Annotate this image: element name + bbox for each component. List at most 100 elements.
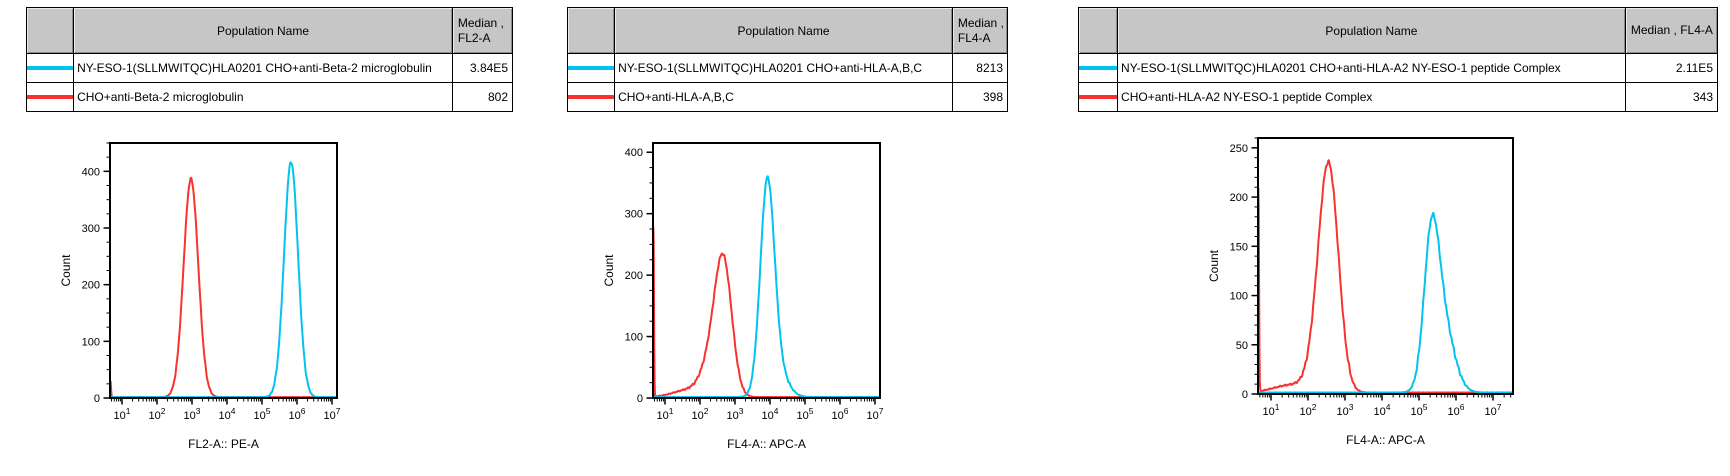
histogram-curve [110,161,337,398]
swatch-cell [1077,53,1119,83]
population-row[interactable]: CHO+anti-HLA-A2 NY-ESO-1 peptide Complex… [1077,82,1719,112]
population-row[interactable]: CHO+anti-HLA-A,B,C 398 [566,82,1009,112]
svg-text:Count: Count [602,254,616,287]
population-row[interactable]: CHO+anti-Beta-2 microglobulin 802 [25,82,514,112]
population-name-header: Population Name [614,7,953,54]
histogram-plot-fl2a-pea[interactable]: 101 102 103 104 105 106 107 0 100 200 300 400 Count F… [40,125,385,470]
svg-text:0: 0 [94,393,100,405]
population-color-swatch [1079,66,1117,70]
population-name: NY-ESO-1(SLLMWITQC)HLA0201 CHO+anti-HLA-… [614,53,953,83]
svg-text:FL4-A:: APC-A: FL4-A:: APC-A [1346,433,1425,447]
svg-text:150: 150 [1230,241,1248,253]
svg-text:104: 104 [1374,402,1391,418]
svg-text:FL2-A:: PE-A: FL2-A:: PE-A [188,437,259,451]
population-color-swatch [568,66,614,70]
median-value: 8213 [951,53,1009,83]
svg-text:105: 105 [254,406,271,422]
svg-text:200: 200 [82,280,100,292]
median-header: Median , FL4-A [1624,7,1719,54]
swatch-header-cell [566,7,616,54]
swatch-cell [566,82,616,112]
table-header-row: Population Name Median , FL4-A [566,7,1009,54]
svg-text:101: 101 [114,406,131,422]
median-value: 3.84E5 [451,53,514,83]
table-header-row: Population Name Median , FL4-A [1077,7,1719,54]
median-header: Median , FL2-A [451,7,514,54]
svg-text:400: 400 [625,147,643,159]
table-header-row: Population Name Median , FL2-A [25,7,514,54]
swatch-cell [566,53,616,83]
median-header: Median , FL4-A [951,7,1009,54]
svg-text:Count: Count [1207,249,1221,282]
population-name: NY-ESO-1(SLLMWITQC)HLA0201 CHO+anti-Beta… [73,53,453,83]
svg-text:107: 107 [1485,402,1502,418]
histogram-curve [653,175,880,398]
population-table-3: Population Name Median , FL4-A NY-ESO-1(… [1077,7,1719,112]
population-row[interactable]: NY-ESO-1(SLLMWITQC)HLA0201 CHO+anti-Beta… [25,53,514,83]
svg-text:100: 100 [1230,291,1248,303]
svg-text:0: 0 [637,393,643,405]
svg-text:104: 104 [219,406,236,422]
svg-text:104: 104 [762,406,779,422]
swatch-header-cell [25,7,75,54]
svg-text:107: 107 [324,406,341,422]
histogram-curve [1258,159,1513,394]
svg-text:102: 102 [149,406,166,422]
population-row[interactable]: NY-ESO-1(SLLMWITQC)HLA0201 CHO+anti-HLA-… [566,53,1009,83]
histogram-curve [110,176,337,398]
median-value: 343 [1624,82,1719,112]
svg-text:50: 50 [1236,340,1248,352]
svg-text:250: 250 [1230,143,1248,155]
svg-text:102: 102 [1300,402,1317,418]
svg-text:100: 100 [82,336,100,348]
population-name: CHO+anti-Beta-2 microglobulin [73,82,453,112]
svg-text:100: 100 [625,332,643,344]
svg-text:106: 106 [832,406,849,422]
median-value: 398 [951,82,1009,112]
median-value: 2.11E5 [1624,53,1719,83]
svg-text:103: 103 [727,406,744,422]
histogram-plot-fl4a-apca-2[interactable]: 101 102 103 104 105 106 107 0 50 100 150 200 250 Coun… [1188,120,1558,470]
svg-text:103: 103 [184,406,201,422]
median-value: 802 [451,82,514,112]
median-header-line2: FL2-A [457,30,491,45]
svg-text:105: 105 [797,406,814,422]
population-name: CHO+anti-HLA-A2 NY-ESO-1 peptide Complex [1117,82,1626,112]
svg-text:107: 107 [867,406,884,422]
histogram-curve [653,226,880,398]
svg-text:106: 106 [1448,402,1465,418]
svg-text:300: 300 [625,209,643,221]
median-header-line1: Median , [457,15,504,30]
svg-text:200: 200 [1230,192,1248,204]
median-header-line2: FL4-A [957,30,991,45]
median-header-line1: Median , FL4-A [1630,23,1713,37]
population-name: CHO+anti-HLA-A,B,C [614,82,953,112]
population-table-2: Population Name Median , FL4-A NY-ESO-1(… [566,7,1009,112]
svg-text:103: 103 [1337,402,1354,418]
population-name: NY-ESO-1(SLLMWITQC)HLA0201 CHO+anti-HLA-… [1117,53,1626,83]
population-table-1: Population Name Median , FL2-A NY-ESO-1(… [25,7,514,112]
population-color-swatch [1079,95,1117,99]
svg-text:102: 102 [692,406,709,422]
svg-text:Count: Count [59,254,73,287]
population-name-header: Population Name [73,7,453,54]
svg-text:101: 101 [1263,402,1280,418]
population-color-swatch [568,95,614,99]
histogram-plot-fl4a-apca-1[interactable]: 101 102 103 104 105 106 107 0 100 200 300 400 Count F… [583,125,928,470]
population-name-header: Population Name [1117,7,1626,54]
swatch-cell [25,53,75,83]
svg-text:FL4-A:: APC-A: FL4-A:: APC-A [727,437,806,451]
population-color-swatch [27,66,73,70]
swatch-cell [25,82,75,112]
swatch-cell [1077,82,1119,112]
svg-text:200: 200 [625,270,643,282]
median-header-line1: Median , [957,15,1004,30]
histogram-curve [1258,211,1513,394]
svg-text:106: 106 [289,406,306,422]
svg-text:105: 105 [1411,402,1428,418]
svg-text:101: 101 [657,406,674,422]
svg-text:300: 300 [82,223,100,235]
swatch-header-cell [1077,7,1119,54]
svg-text:0: 0 [1242,389,1248,401]
population-row[interactable]: NY-ESO-1(SLLMWITQC)HLA0201 CHO+anti-HLA-… [1077,53,1719,83]
